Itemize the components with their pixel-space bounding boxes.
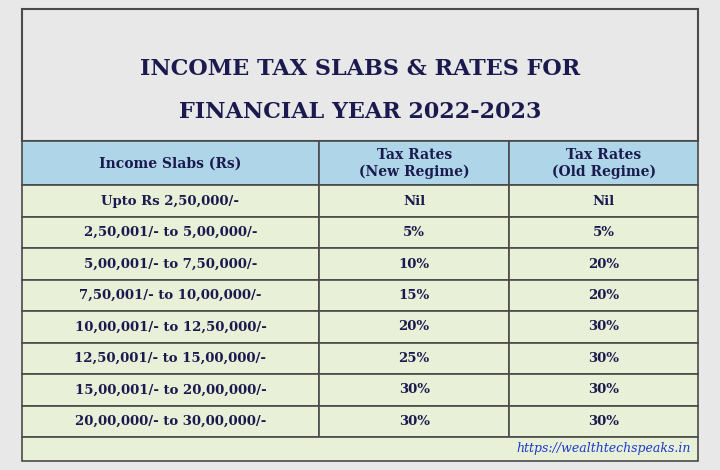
FancyBboxPatch shape (22, 9, 698, 141)
Text: 20,00,000/- to 30,00,000/-: 20,00,000/- to 30,00,000/- (75, 415, 266, 428)
Text: 7,50,001/- to 10,00,000/-: 7,50,001/- to 10,00,000/- (79, 289, 262, 302)
FancyBboxPatch shape (320, 141, 509, 186)
FancyBboxPatch shape (22, 374, 320, 406)
Text: 20%: 20% (399, 321, 430, 334)
Text: 30%: 30% (588, 384, 619, 396)
FancyBboxPatch shape (22, 186, 320, 217)
FancyBboxPatch shape (320, 217, 509, 248)
Text: 2,50,001/- to 5,00,000/-: 2,50,001/- to 5,00,000/- (84, 226, 257, 239)
Text: 20%: 20% (588, 258, 619, 271)
Text: 10%: 10% (399, 258, 430, 271)
Text: 15,00,001/- to 20,00,000/-: 15,00,001/- to 20,00,000/- (75, 384, 266, 396)
FancyBboxPatch shape (509, 280, 698, 311)
Text: FINANCIAL YEAR 2022-2023: FINANCIAL YEAR 2022-2023 (179, 101, 541, 123)
FancyBboxPatch shape (509, 217, 698, 248)
FancyBboxPatch shape (320, 311, 509, 343)
FancyBboxPatch shape (22, 343, 320, 374)
Text: 5,00,001/- to 7,50,000/-: 5,00,001/- to 7,50,000/- (84, 258, 257, 271)
Text: 5%: 5% (403, 226, 425, 239)
Text: 25%: 25% (398, 352, 430, 365)
FancyBboxPatch shape (509, 374, 698, 406)
FancyBboxPatch shape (320, 280, 509, 311)
FancyBboxPatch shape (22, 217, 320, 248)
Text: 12,50,001/- to 15,00,000/-: 12,50,001/- to 15,00,000/- (74, 352, 266, 365)
Text: 30%: 30% (399, 415, 430, 428)
Text: 30%: 30% (588, 321, 619, 334)
FancyBboxPatch shape (509, 311, 698, 343)
Text: 30%: 30% (588, 415, 619, 428)
FancyBboxPatch shape (509, 141, 698, 186)
FancyBboxPatch shape (22, 406, 320, 437)
FancyBboxPatch shape (320, 406, 509, 437)
Text: Tax Rates
(New Regime): Tax Rates (New Regime) (359, 148, 469, 179)
FancyBboxPatch shape (320, 248, 509, 280)
FancyBboxPatch shape (509, 248, 698, 280)
FancyBboxPatch shape (320, 186, 509, 217)
Text: 20%: 20% (588, 289, 619, 302)
Text: Nil: Nil (593, 195, 615, 208)
Text: Nil: Nil (403, 195, 426, 208)
Text: https://wealthtechspeaks.in: https://wealthtechspeaks.in (517, 442, 691, 455)
FancyBboxPatch shape (22, 248, 320, 280)
Text: Income Slabs (Rs): Income Slabs (Rs) (99, 156, 242, 170)
FancyBboxPatch shape (22, 311, 320, 343)
FancyBboxPatch shape (509, 186, 698, 217)
Text: INCOME TAX SLABS & RATES FOR: INCOME TAX SLABS & RATES FOR (140, 58, 580, 79)
FancyBboxPatch shape (320, 374, 509, 406)
Text: 30%: 30% (399, 384, 430, 396)
Text: Tax Rates
(Old Regime): Tax Rates (Old Regime) (552, 148, 656, 179)
FancyBboxPatch shape (509, 406, 698, 437)
Text: 5%: 5% (593, 226, 615, 239)
FancyBboxPatch shape (509, 343, 698, 374)
FancyBboxPatch shape (320, 343, 509, 374)
Text: 15%: 15% (398, 289, 430, 302)
FancyBboxPatch shape (22, 280, 320, 311)
Text: 30%: 30% (588, 352, 619, 365)
Text: 10,00,001/- to 12,50,000/-: 10,00,001/- to 12,50,000/- (75, 321, 266, 334)
FancyBboxPatch shape (22, 141, 320, 186)
Text: Upto Rs 2,50,000/-: Upto Rs 2,50,000/- (102, 195, 240, 208)
FancyBboxPatch shape (22, 437, 698, 461)
